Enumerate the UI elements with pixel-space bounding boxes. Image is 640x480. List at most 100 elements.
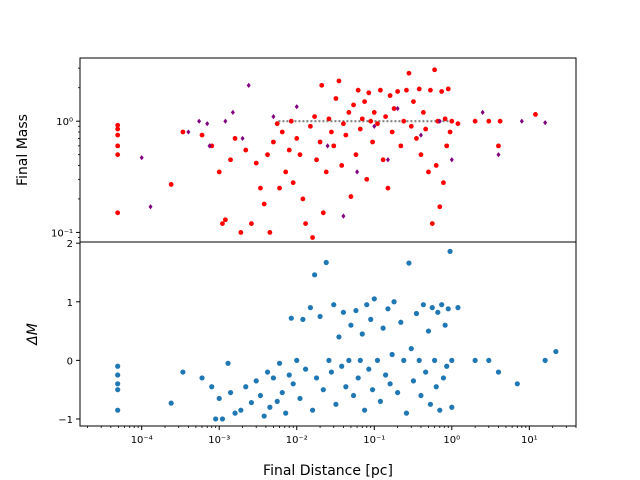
red-point [496,143,501,149]
red-point [323,169,329,175]
red-point [437,204,443,210]
blue-point [350,392,357,399]
blue-point [447,248,453,254]
blue-point [180,369,186,375]
blue-point [227,389,234,396]
top-y-axis-label: Final Mass [15,114,31,186]
red-point [391,106,397,111]
blue-point [433,384,439,390]
red-point [420,109,426,115]
top-y-ticks: 10⁻¹ 10⁰ [51,67,80,239]
purple-diamond-point [139,155,144,161]
red-point [253,160,259,166]
blue-point [380,325,386,331]
blue-point [168,400,174,406]
blue-point [423,369,429,375]
blue-point [444,363,450,369]
blue-point [326,357,332,363]
red-point [339,163,345,168]
blue-point [288,315,294,321]
red-point [243,147,249,153]
red-point [180,129,186,135]
blue-point [320,387,326,393]
purple-diamond-point [148,204,153,210]
bottom-y-tick-label: 0 [67,356,73,367]
red-point [300,196,306,202]
blue-point [286,372,292,378]
blue-point [267,404,273,410]
purple-diamond-point [437,118,442,124]
x-tick-label: 10⁻³ [208,435,230,446]
blue-point [406,260,412,266]
purple-diamond-point [395,105,400,112]
red-point [378,87,383,93]
blue-point [408,346,414,352]
red-point [314,157,319,163]
blue-point [328,369,335,375]
red-point [357,126,363,132]
blue-point [395,389,401,396]
red-point [533,112,538,117]
blue-point [115,363,121,369]
red-point [442,116,448,122]
red-point [294,136,300,141]
blue-point [115,372,121,378]
blue-point [401,357,407,363]
red-point [115,143,121,149]
purple-diamond-point [325,143,330,149]
blue-point [368,316,374,322]
red-point [232,136,238,141]
blue-point [442,322,448,328]
purple-diamond-point [372,123,377,129]
blue-point [369,387,376,393]
blue-point [455,305,461,311]
red-point [115,210,121,216]
blue-point [340,309,347,315]
red-point [290,180,296,186]
top-marks [115,67,548,240]
x-tick-label: 10⁻¹ [363,435,385,446]
red-point [336,78,342,84]
blue-point [264,369,271,375]
red-point [265,152,270,158]
purple-diamond-point [271,113,276,120]
blue-point [209,384,215,390]
blue-point [359,331,365,337]
blue-point [216,395,222,402]
red-point [283,169,289,175]
red-point [441,180,446,186]
red-point [348,194,354,199]
red-point [404,87,409,93]
red-point [416,86,422,92]
blue-point [199,375,205,381]
bottom-y-tick-label: −1 [58,415,73,426]
blue-point [313,375,320,381]
red-point [411,99,416,105]
blue-point [343,384,349,390]
blue-point [435,309,441,315]
blue-point [270,375,277,381]
red-point [333,96,339,101]
purple-diamond-point [543,120,548,126]
red-point [429,221,435,227]
red-point [389,129,395,135]
red-point [329,129,334,135]
red-point [449,118,455,124]
red-point [279,129,285,135]
blue-point [339,363,345,369]
blue-point [317,313,323,320]
red-point [341,121,346,127]
red-point [401,118,407,124]
red-point [423,126,429,132]
purple-diamond-point [246,82,251,88]
purple-diamond-point [207,143,212,149]
purple-diamond-point [223,118,228,124]
blue-point [439,302,445,308]
purple-diamond-point [355,169,360,175]
purple-diamond-point [341,213,346,219]
blue-point [307,305,314,311]
blue-point [253,378,259,384]
blue-point [449,404,455,410]
blue-point [346,357,352,363]
